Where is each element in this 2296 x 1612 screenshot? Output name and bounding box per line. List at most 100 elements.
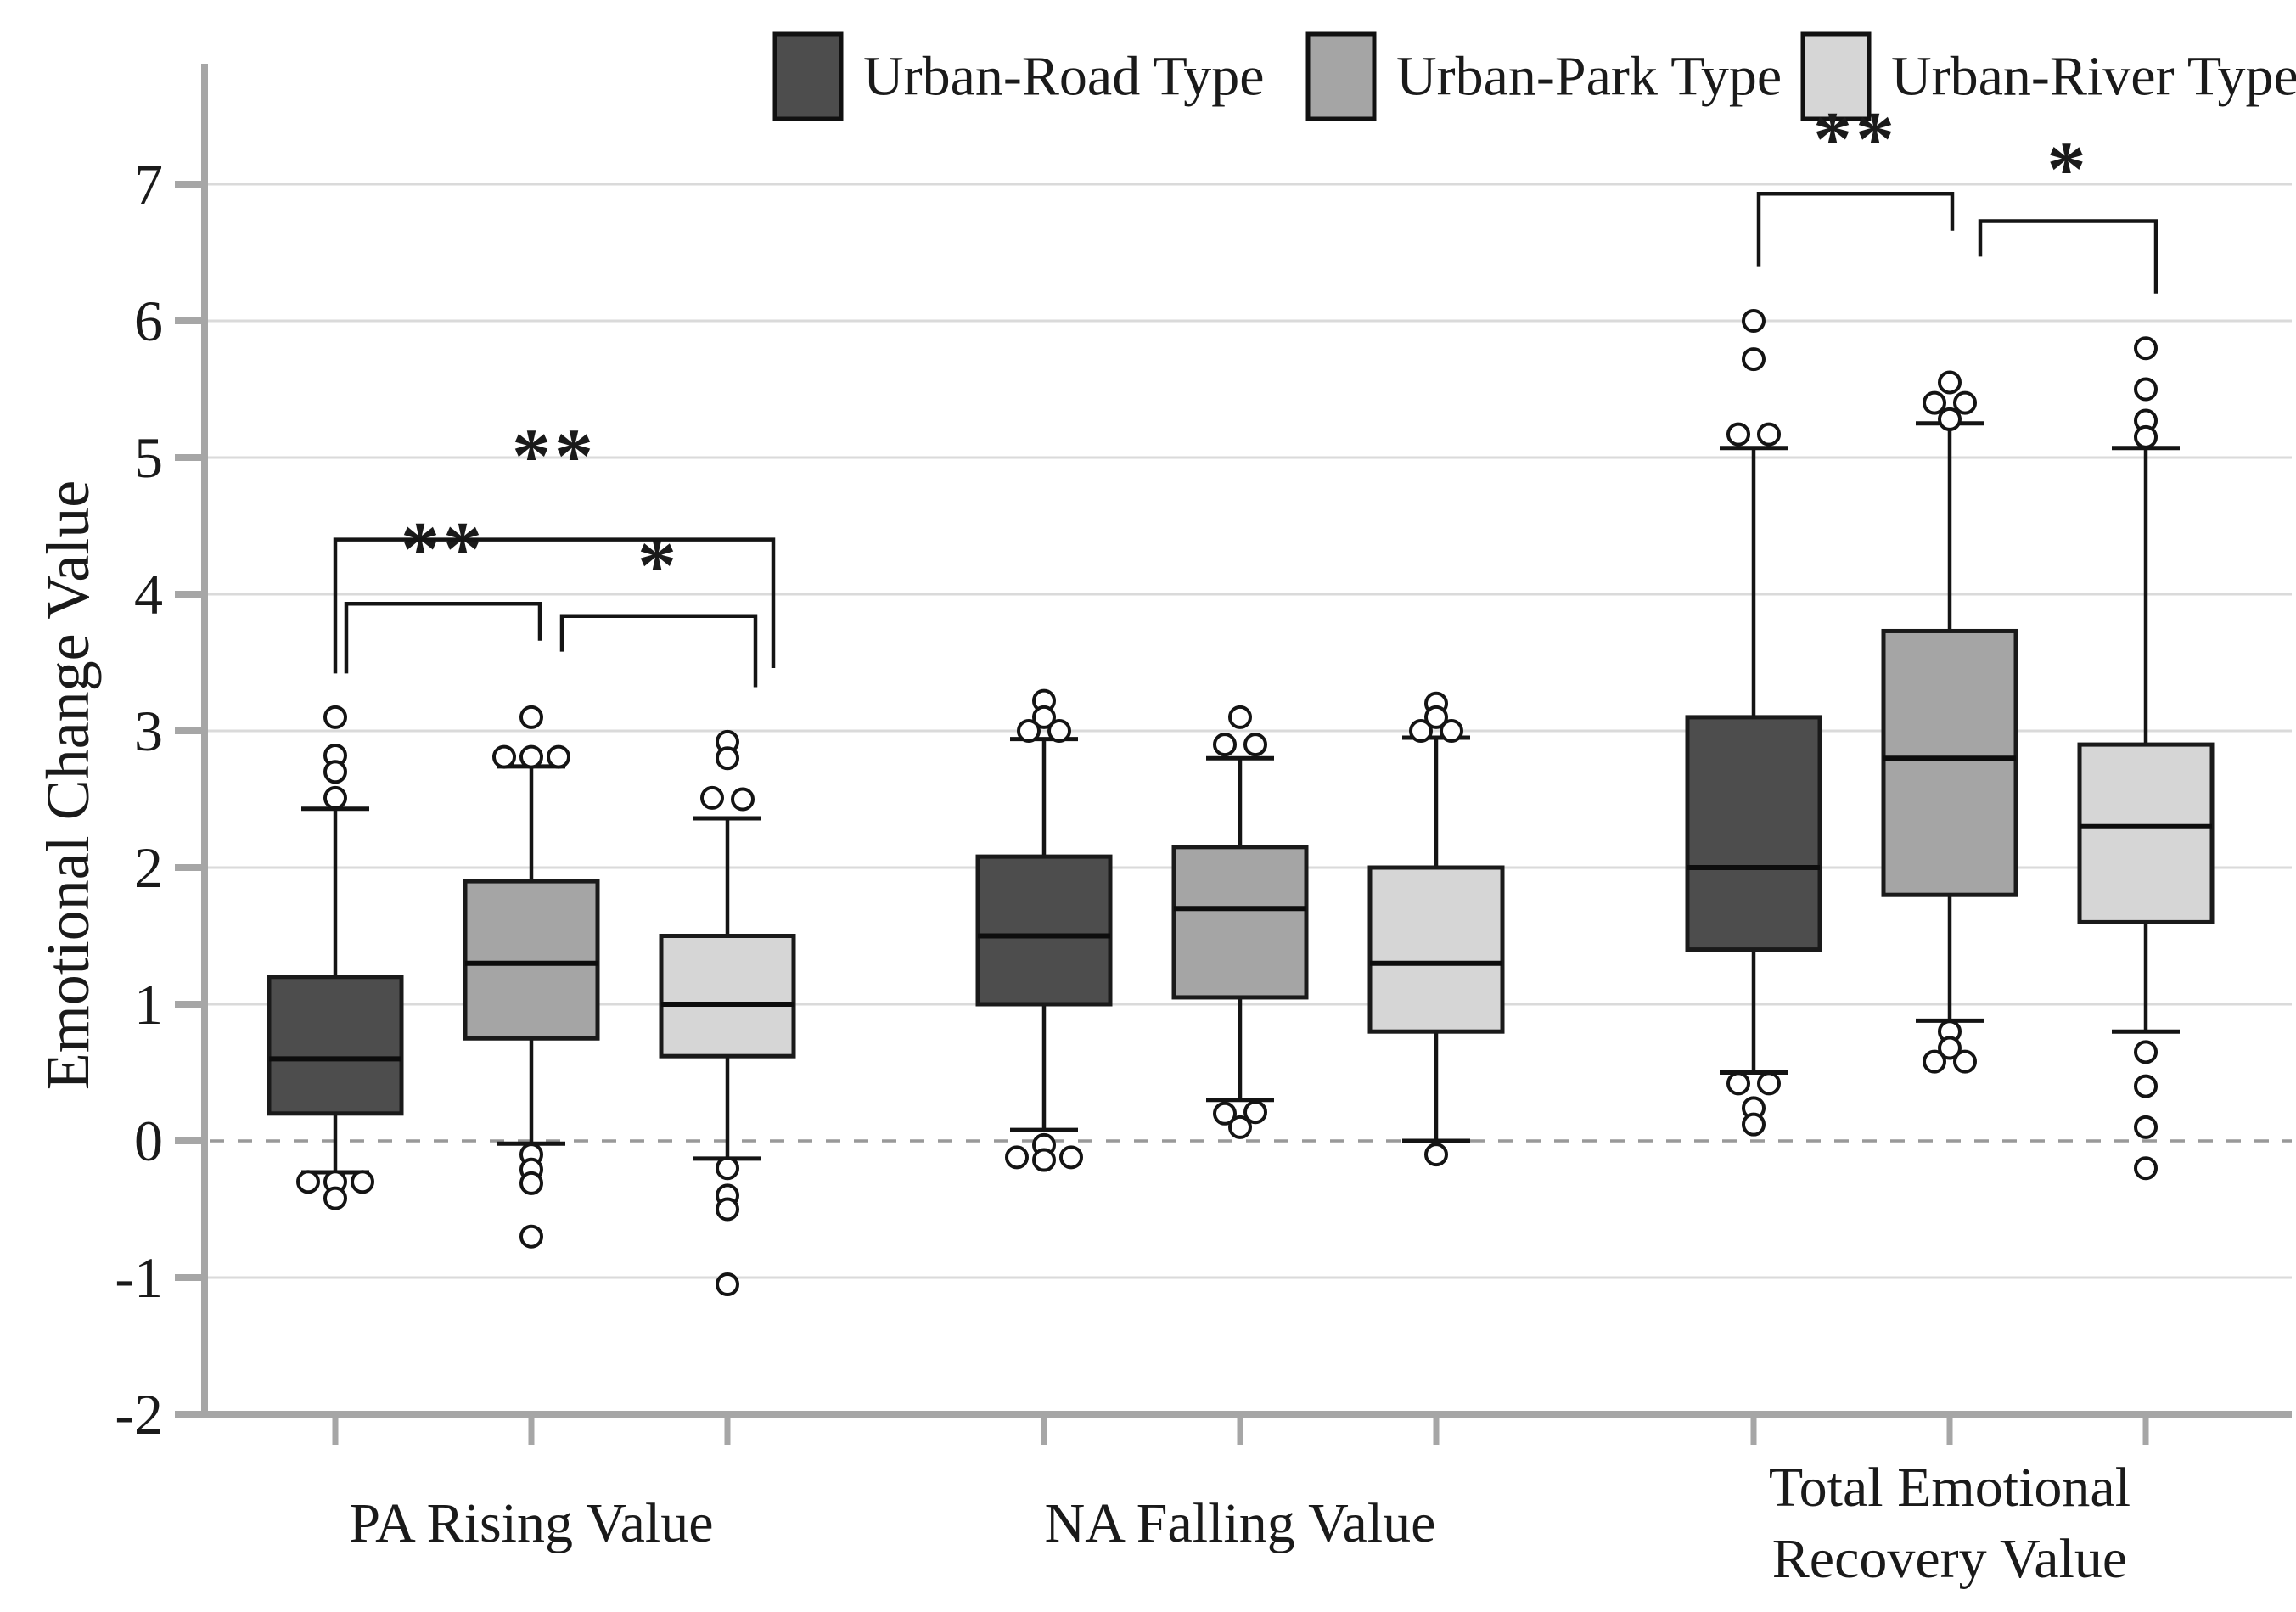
iqr-box (2077, 742, 2215, 924)
boxplot-urban-park-type-pa-rising-value (463, 705, 600, 1249)
boxplot-urban-river-type-na-falling-value (1367, 691, 1505, 1167)
outlier-point (1424, 705, 1448, 729)
iqr-box (1881, 628, 2018, 897)
legend-swatch-urban-park-type (1305, 31, 1377, 121)
legend-item-urban-park-type: Urban-Park Type (1305, 31, 1782, 121)
boxplot-urban-road-type-na-falling-value (975, 688, 1113, 1172)
outlier-point (731, 787, 755, 812)
outlier-point (1953, 390, 1977, 415)
legend-label-urban-road-type: Urban-Road Type (863, 46, 1265, 108)
significance-label-3: ** (1813, 96, 1898, 183)
outlier-point (1032, 1148, 1056, 1172)
outlier-point (1938, 407, 1962, 431)
significance-label-4: * (2047, 126, 2090, 212)
iqr-box (659, 934, 796, 1059)
legend-swatch-urban-river-type (1800, 31, 1872, 121)
outlier-point (1032, 705, 1056, 729)
boxplot-urban-road-type-pa-rising-value (267, 705, 404, 1210)
outlier-point (1213, 1101, 1237, 1126)
significance-bracket-0: ** (344, 506, 542, 674)
y-tick-label-3: 3 (134, 699, 163, 763)
outlier-point (1923, 390, 1946, 415)
outlier-point (1047, 719, 1071, 743)
outlier-point (1017, 719, 1041, 743)
iqr-box (1367, 865, 1505, 1034)
outlier-point (1228, 1115, 1252, 1139)
y-tick-label-4: 4 (134, 562, 163, 626)
outlier-point (519, 705, 543, 729)
significance-label-2: ** (512, 413, 597, 499)
outlier-point (351, 1170, 374, 1194)
boxplot-urban-park-type-na-falling-value (1171, 705, 1309, 1139)
outlier-point (1953, 1049, 1977, 1074)
outlier-point (323, 785, 347, 810)
category-label-line: Recovery Value (1772, 1528, 2127, 1590)
outlier-point (716, 1197, 739, 1222)
bracket-line (1978, 219, 2158, 294)
category-label-pa-rising-value: PA Rising Value (349, 1492, 713, 1554)
outlier-point (2134, 1156, 2158, 1181)
significance-label-1: * (637, 522, 680, 609)
outlier-point (323, 1186, 347, 1210)
legend: Urban-Road Type Urban-Park Type Urban-Rive… (772, 31, 2296, 121)
boxplot-urban-river-type-pa-rising-value (659, 729, 796, 1297)
iqr-box (1685, 715, 1822, 952)
outlier-point (323, 760, 347, 784)
outlier-point (492, 744, 516, 769)
category-label-line: Total Emotional (1769, 1457, 2130, 1519)
outlier-point (323, 705, 347, 729)
y-tick-label--2: -2 (115, 1382, 163, 1446)
outlier-point (1742, 347, 1766, 372)
legend-item-urban-road-type: Urban-Road Type (772, 31, 1265, 121)
bracket-line (1756, 192, 1955, 267)
outlier-point (296, 1170, 320, 1194)
outlier-point (1742, 309, 1766, 333)
outlier-point (700, 785, 724, 810)
legend-swatch-urban-road-type (772, 31, 844, 121)
outlier-point (716, 1272, 739, 1297)
outlier-point (1726, 1071, 1750, 1096)
outlier-point (1726, 422, 1750, 447)
y-axis-title: Emotional Change Value (34, 480, 102, 1091)
outlier-point (716, 1156, 739, 1181)
outlier-point (1424, 1143, 1448, 1167)
significance-bracket-1: * (559, 522, 758, 688)
boxplot-urban-park-type-total-emotional-recovery-value (1881, 370, 2018, 1074)
outlier-point (2134, 1074, 2158, 1098)
outlier-point (1757, 422, 1781, 447)
outlier-point (1742, 1112, 1766, 1137)
outlier-point (1440, 719, 1463, 743)
legend-label-urban-park-type: Urban-Park Type (1396, 46, 1782, 108)
outlier-point (519, 1171, 543, 1195)
outlier-point (2134, 1040, 2158, 1064)
outlier-point (2134, 1115, 2158, 1139)
outlier-point (1243, 1100, 1267, 1125)
iqr-box (267, 975, 404, 1116)
outlier-point (2134, 424, 2158, 449)
boxplot-urban-river-type-total-emotional-recovery-value (2077, 336, 2215, 1181)
outlier-point (1938, 370, 1962, 395)
outlier-point (1059, 1145, 1083, 1170)
category-label-na-falling-value: NA Falling Value (1045, 1492, 1436, 1554)
bracket-line (559, 614, 758, 688)
y-tick-label--1: -1 (115, 1245, 163, 1310)
outlier-point (1757, 1071, 1781, 1096)
significance-label-0: ** (401, 506, 486, 593)
significance-bracket-4: * (1978, 126, 2158, 294)
category-label-total-emotional-recovery-value: Total Emotional Recovery Value (1769, 1457, 2130, 1590)
outlier-point (2134, 377, 2158, 402)
outlier-point (547, 744, 570, 769)
outlier-point (2134, 336, 2158, 361)
outlier-point (1409, 719, 1433, 743)
bracket-line (344, 602, 542, 674)
bracket-line (333, 537, 776, 674)
outlier-point (519, 1224, 543, 1249)
outlier-point (716, 746, 739, 771)
legend-label-urban-river-type: Urban-River Type (1891, 46, 2296, 108)
iqr-box (463, 879, 600, 1041)
y-tick-label-2: 2 (134, 835, 163, 900)
outlier-point (1938, 1036, 1962, 1060)
outlier-point (519, 744, 543, 769)
y-tick-label-5: 5 (134, 425, 163, 490)
